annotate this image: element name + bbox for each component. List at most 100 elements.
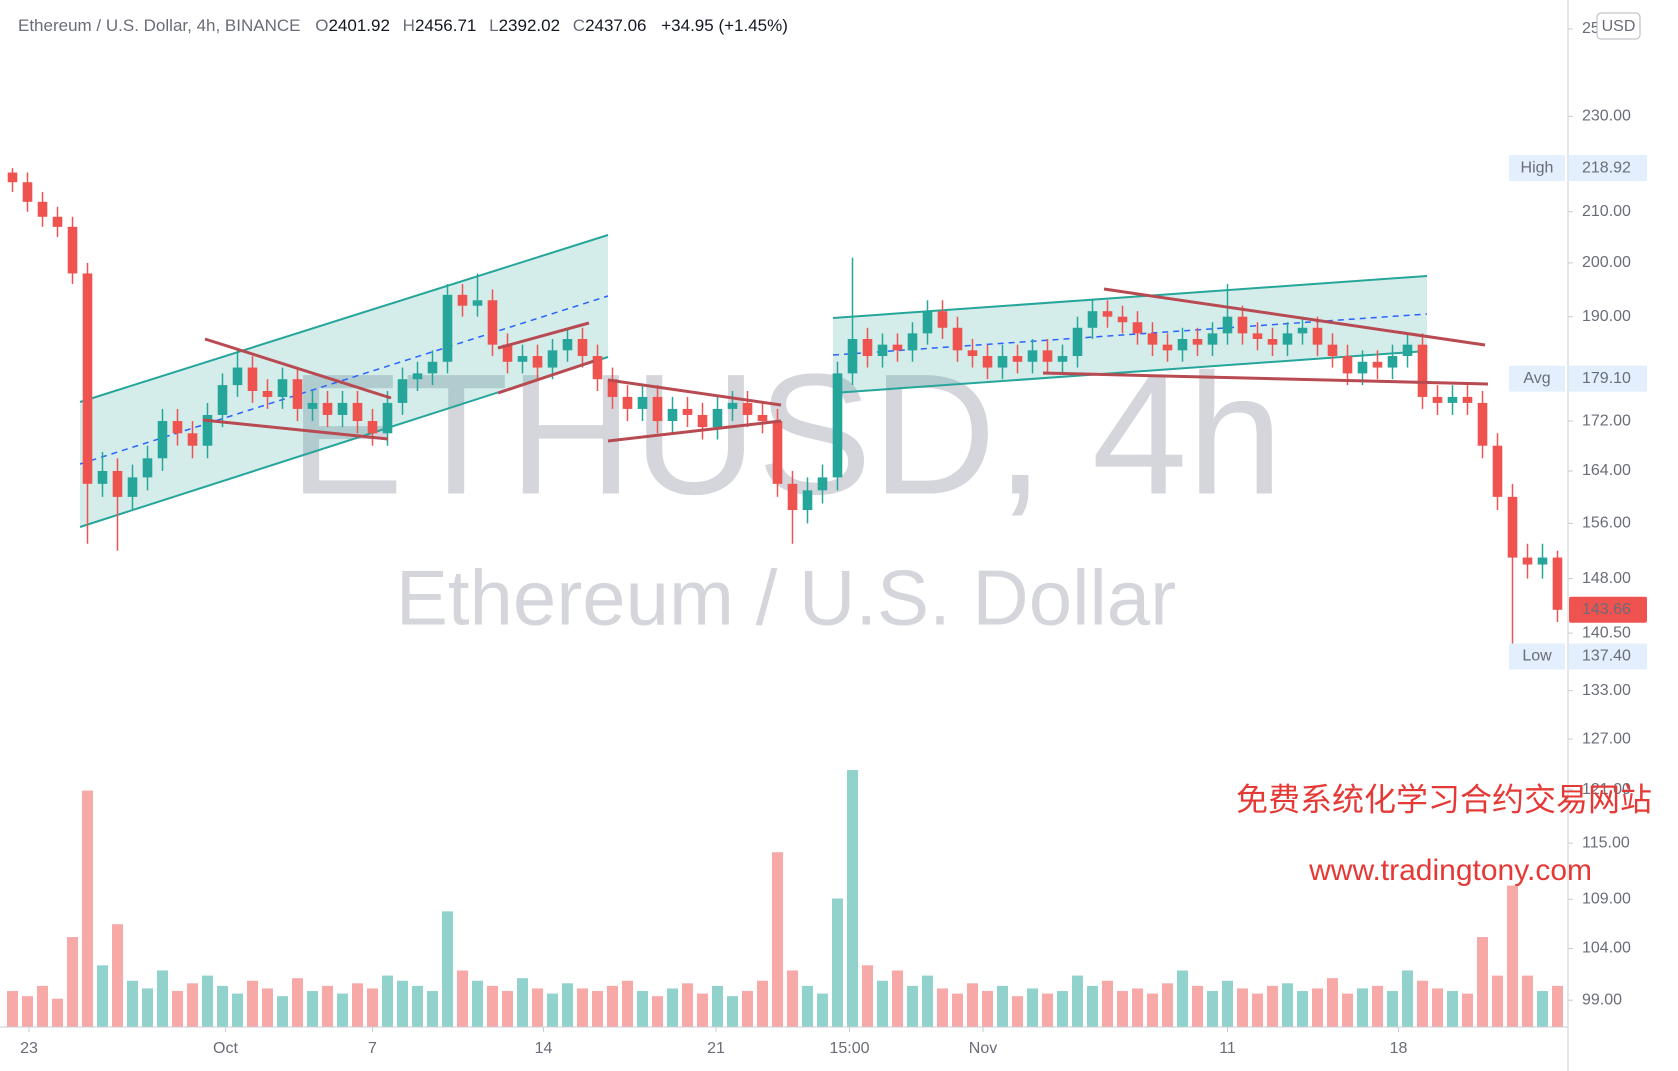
y-tick-label: 172.00 bbox=[1582, 412, 1631, 429]
volume-bar bbox=[667, 988, 678, 1027]
trend-line bbox=[1103, 287, 1486, 347]
currency[interactable]: USD bbox=[1602, 18, 1636, 35]
ohlc-value: 2401.92 bbox=[328, 16, 389, 35]
candle-body bbox=[322, 402, 333, 415]
volume-bar bbox=[1282, 983, 1293, 1027]
volume-bar bbox=[1012, 996, 1023, 1027]
x-tick-label: 23 bbox=[20, 1040, 38, 1057]
candle-body bbox=[892, 344, 903, 351]
candle-body bbox=[1282, 333, 1293, 345]
volume-bar bbox=[277, 996, 288, 1027]
volume-bar bbox=[127, 980, 138, 1027]
volume-bar bbox=[502, 991, 513, 1027]
candle-body bbox=[127, 477, 138, 497]
candle-body bbox=[787, 483, 798, 511]
volume-bar bbox=[757, 980, 768, 1027]
trend-line bbox=[204, 337, 392, 400]
volume-bar bbox=[967, 983, 978, 1027]
candle-body bbox=[637, 396, 648, 409]
watermark: ETHUSD, 4h bbox=[289, 338, 1283, 530]
currency-box[interactable] bbox=[1596, 12, 1641, 40]
candle-body bbox=[367, 421, 378, 434]
candle-body bbox=[142, 458, 153, 478]
y-tick-label: 210.00 bbox=[1582, 203, 1631, 220]
candle-body bbox=[1402, 344, 1413, 357]
candle-body bbox=[337, 402, 348, 415]
volume-bar bbox=[1042, 993, 1053, 1027]
last-price-label: 143.66 bbox=[1582, 601, 1631, 618]
volume-bar bbox=[427, 991, 438, 1027]
candle-body bbox=[592, 356, 603, 380]
volume-bar bbox=[727, 996, 738, 1027]
trend-lines bbox=[202, 287, 1489, 443]
price-label-box bbox=[1509, 643, 1565, 670]
candle-body bbox=[682, 408, 693, 415]
y-tick-label: 115.00 bbox=[1582, 834, 1630, 851]
candle-body bbox=[472, 300, 483, 306]
candle-body bbox=[1117, 316, 1128, 323]
candle-body bbox=[952, 327, 963, 351]
volume-bar bbox=[247, 980, 258, 1027]
volume-bar bbox=[1207, 991, 1218, 1027]
candle-body bbox=[1207, 333, 1218, 345]
volume-bar bbox=[1432, 988, 1443, 1027]
channel-edge bbox=[832, 275, 1428, 319]
y-tick-label: 127.00 bbox=[1582, 730, 1631, 747]
candle-body bbox=[292, 379, 303, 409]
volume-bar bbox=[517, 978, 528, 1027]
volume-bar bbox=[7, 991, 18, 1027]
candle-body bbox=[907, 333, 918, 351]
candle-body bbox=[1177, 338, 1188, 351]
volume-bar bbox=[862, 965, 873, 1027]
candle-body bbox=[832, 373, 843, 478]
volume-bar bbox=[397, 980, 408, 1027]
candle-body bbox=[562, 338, 573, 351]
volume-bar bbox=[817, 993, 828, 1027]
volume-bar bbox=[1462, 993, 1473, 1027]
y-tick-label: 156.00 bbox=[1582, 515, 1631, 532]
volume-bar bbox=[472, 980, 483, 1027]
volume-bar bbox=[1192, 985, 1203, 1027]
candle-body bbox=[22, 182, 33, 202]
volume-bar bbox=[952, 993, 963, 1027]
volume-bar bbox=[622, 980, 633, 1027]
candle-body bbox=[1102, 311, 1113, 317]
y-tick-label: 109.00 bbox=[1582, 891, 1631, 908]
y-tick-label: 164.00 bbox=[1582, 462, 1631, 479]
volume-bar bbox=[1237, 988, 1248, 1027]
y-tick-label: 104.00 bbox=[1582, 940, 1631, 957]
candle-body bbox=[382, 402, 393, 434]
price-label-value-box bbox=[1569, 365, 1647, 392]
volume-bar bbox=[1102, 980, 1113, 1027]
ohlc-key: L bbox=[489, 16, 498, 35]
candle-body bbox=[442, 294, 453, 362]
candle-body bbox=[1357, 361, 1368, 374]
volume-bar bbox=[202, 975, 213, 1027]
ohlc-value: 2437.06 bbox=[585, 16, 646, 35]
channel-edge bbox=[79, 234, 609, 403]
volume-bar bbox=[1267, 985, 1278, 1027]
candle-body bbox=[1537, 557, 1548, 565]
volume-bar bbox=[982, 991, 993, 1027]
volume-bar bbox=[997, 985, 1008, 1027]
candle-body bbox=[607, 379, 618, 397]
candle-body bbox=[1252, 333, 1263, 339]
candle-body bbox=[937, 311, 948, 328]
volume-bar bbox=[1522, 975, 1533, 1027]
candle-body bbox=[1042, 350, 1053, 362]
volume-bar bbox=[1387, 991, 1398, 1027]
volume-bar bbox=[1222, 980, 1233, 1027]
x-tick-label: 7 bbox=[368, 1040, 377, 1057]
candle-body bbox=[1477, 402, 1488, 446]
candle-body bbox=[1162, 344, 1173, 351]
candle-body bbox=[547, 350, 558, 368]
volume-bar bbox=[1132, 988, 1143, 1027]
volume-bar bbox=[907, 985, 918, 1027]
ohlc-key: C bbox=[573, 16, 585, 35]
price-label-value-box bbox=[1569, 155, 1647, 182]
volume-bar bbox=[532, 988, 543, 1027]
volume-bar bbox=[457, 970, 468, 1027]
candle-body bbox=[352, 402, 363, 422]
candle-body bbox=[1132, 322, 1143, 334]
volume-bar bbox=[1057, 991, 1068, 1027]
